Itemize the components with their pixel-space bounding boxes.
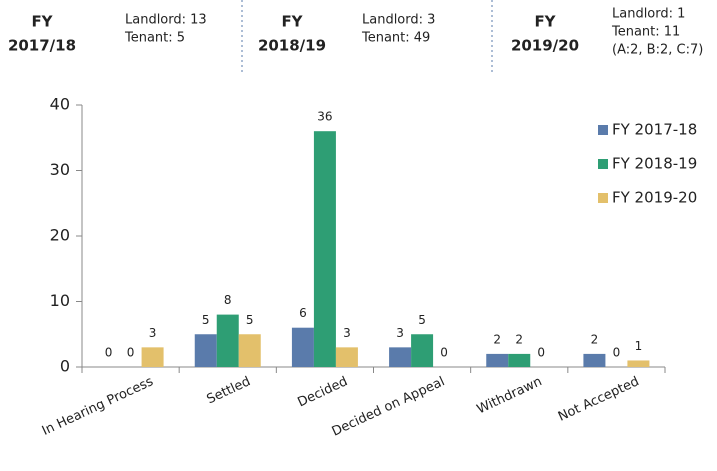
bar — [313, 131, 336, 367]
value-label: 2 — [515, 332, 523, 346]
x-tick-label: Not Accepted — [556, 374, 642, 425]
legend-swatch — [598, 159, 608, 169]
value-label: 5 — [202, 313, 210, 327]
legend-swatch — [598, 125, 608, 135]
value-label: 36 — [317, 110, 332, 124]
fy-label: 2018/19 — [258, 37, 326, 55]
info: Landlord: 3 — [362, 13, 435, 28]
x-tick-label: Withdrawn — [475, 374, 545, 417]
value-label: 0 — [440, 346, 448, 360]
info: Tenant: 11 — [611, 25, 680, 40]
info: Landlord: 13 — [125, 13, 207, 28]
value-label: 0 — [537, 346, 545, 360]
value-label: 5 — [246, 313, 254, 327]
value-label: 0 — [127, 346, 135, 360]
bar — [216, 314, 239, 367]
value-label: 1 — [635, 339, 643, 353]
bar — [335, 347, 358, 367]
value-label: 0 — [613, 346, 621, 360]
bar — [291, 327, 314, 367]
bar — [486, 353, 509, 367]
info: Landlord: 1 — [612, 7, 685, 22]
value-label: 5 — [418, 313, 426, 327]
y-tick-label: 0 — [60, 357, 70, 376]
legend-label: FY 2019-20 — [612, 189, 697, 207]
value-label: 3 — [343, 326, 351, 340]
bar — [411, 334, 434, 367]
y-tick-label: 10 — [50, 291, 70, 310]
header: FY 2017/18 Landlord: 13 Tenant: 5 FY 201… — [8, 0, 703, 72]
value-label: 8 — [224, 293, 232, 307]
fy-label: FY — [31, 13, 53, 31]
info: Tenant: 49 — [361, 31, 430, 46]
bar — [508, 353, 531, 367]
x-tick-label: Settled — [205, 374, 253, 407]
x-tick-label: Decided — [295, 374, 350, 410]
info: Tenant: 5 — [124, 31, 185, 46]
value-label: 6 — [299, 306, 307, 320]
x-tick-label: In Hearing Process — [40, 374, 156, 439]
fy-label: 2019/20 — [511, 37, 579, 55]
fy-label: FY — [281, 13, 303, 31]
bar — [141, 347, 164, 367]
value-label: 2 — [493, 332, 501, 346]
y-tick-label: 20 — [50, 226, 70, 245]
y-tick-label: 40 — [50, 95, 70, 114]
info: (A:2, B:2, C:7) — [612, 43, 703, 58]
value-label: 3 — [149, 326, 157, 340]
fy-label: 2017/18 — [8, 37, 76, 55]
bar — [583, 353, 606, 367]
fy-label: FY — [534, 13, 556, 31]
value-label: 0 — [105, 346, 113, 360]
legend-label: FY 2017-18 — [612, 121, 697, 139]
bar — [627, 360, 650, 367]
bar — [389, 347, 412, 367]
bar — [238, 334, 261, 367]
legend-swatch — [598, 193, 608, 203]
legend-label: FY 2018-19 — [612, 155, 697, 173]
value-label: 2 — [591, 332, 599, 346]
value-label: 3 — [396, 326, 404, 340]
y-tick-label: 30 — [50, 160, 70, 179]
bar — [194, 334, 217, 367]
